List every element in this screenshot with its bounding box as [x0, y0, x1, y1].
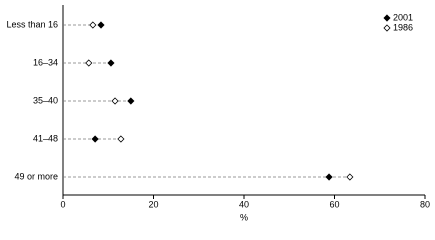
y-tick-label: 35–40: [33, 95, 58, 105]
x-tick-label: 0: [60, 199, 65, 209]
x-tick-label: 80: [420, 199, 430, 209]
dot-marker: [97, 21, 105, 29]
dot-marker: [117, 135, 125, 143]
x-tick-label: 60: [329, 199, 339, 209]
y-tick-label: 49 or more: [14, 171, 58, 181]
dot-marker: [111, 97, 119, 105]
chart: % 0 20 40 60 80 Less than 16 16–34 35–40 41–48 49…: [6, 5, 430, 222]
dot-marker: [107, 59, 115, 67]
legend-marker: [383, 14, 391, 22]
y-tick-label: Less than 16: [6, 19, 58, 29]
x-axis-label: %: [240, 212, 248, 222]
x-tick-label: 20: [148, 199, 158, 209]
dot-marker: [346, 173, 354, 181]
dot-marker: [325, 173, 333, 181]
legend-label: 2001: [393, 12, 413, 22]
legend-label: 1986: [393, 22, 413, 32]
legend-marker: [383, 24, 391, 32]
dot-marker: [91, 135, 99, 143]
y-tick-label: 41–48: [33, 133, 58, 143]
dot-marker: [85, 59, 93, 67]
dot-marker: [89, 21, 97, 29]
x-tick-label: 40: [239, 199, 249, 209]
y-tick-label: 16–34: [33, 57, 58, 67]
dot-marker: [127, 97, 135, 105]
